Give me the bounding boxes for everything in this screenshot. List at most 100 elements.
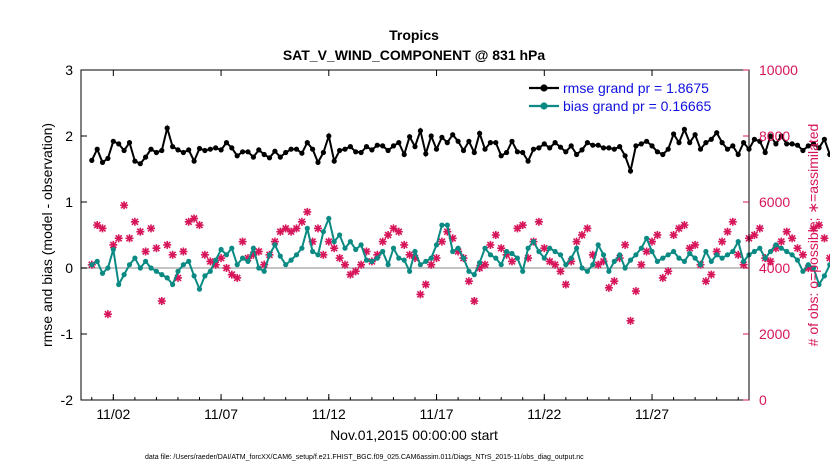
x-tick-label: 11/02 [96,406,130,422]
rmse-point [207,146,213,152]
rmse-line [90,124,830,175]
bias-point [353,246,359,253]
assimilated-point [254,247,263,256]
rmse-point [622,153,628,159]
assimilated-point [583,224,592,233]
bias-point [326,215,332,222]
bias-point [622,265,628,271]
bias-point [487,252,493,258]
assimilated-point [464,277,473,286]
rmse-point [347,144,353,150]
bias-point [767,248,774,255]
bias-point [466,268,472,274]
bias-point [644,235,650,241]
bias-point [762,255,768,261]
rmse-point [272,148,278,154]
bias-point [811,265,817,271]
assimilated-point [793,244,802,253]
rmse-point [671,131,677,137]
bias-point [665,252,671,258]
rmse-point [660,151,666,158]
assimilated-point [637,260,646,269]
rmse-point [277,154,283,160]
rmse-point [800,147,806,154]
bias-point [94,258,100,264]
bias-point [584,268,591,274]
rmse-point [428,133,434,139]
bias-point [660,255,666,261]
assimilated-point [809,224,818,233]
rmse-point [121,147,127,154]
rmse-point [767,133,774,139]
bias-point [816,281,822,288]
rmse-point [611,146,617,152]
bias-point [385,262,391,268]
rmse-point [504,149,510,156]
assimilated-point [718,237,727,246]
rmse-point [315,159,321,165]
rmse-point [310,146,316,152]
assimilated-point [378,237,387,246]
rmse-point [213,145,219,151]
bias-point [730,248,736,255]
rmse-point [568,143,574,149]
bias-point [638,245,644,251]
rmse-point [741,140,747,146]
assimilated-point [233,273,242,282]
rmse-point [110,138,116,144]
rmse-point [681,126,688,132]
bias-point [574,245,580,251]
rmse-point [417,128,423,134]
rmse-point [757,138,763,144]
rmse-point [433,146,440,152]
bias-point [320,229,326,235]
rmse-point [606,145,612,151]
rmse-point [256,147,262,153]
rmse-point [541,141,547,147]
bias-point [611,258,617,264]
rmse-point [692,132,698,138]
rmse-point [477,130,483,136]
rmse-point [148,146,154,152]
rmse-point [99,159,106,165]
right-tick-label: 4000 [759,260,790,276]
rmse-point [654,149,661,155]
right-y-axis-label: # of obs: o=possible; ∗=assimilated [805,124,821,347]
rmse-point [175,147,181,153]
assimilated-point [195,221,204,230]
bias-point [751,248,758,255]
assimilated-point [168,250,177,259]
rmse-point [466,138,472,144]
assimilated-point [551,260,560,269]
rmse-point [439,134,445,140]
bias-point [390,245,397,251]
assimilated-point [400,240,409,249]
bias-point [218,246,224,253]
plot-frame [80,69,750,401]
assimilated-point [604,283,613,292]
bias-point [606,268,612,274]
rmse-point [794,142,801,148]
assimilated-point [238,237,247,246]
bias-point [116,281,122,288]
rmse-point [186,147,192,153]
assimilated-point [497,244,506,253]
assimilated-point [561,280,570,289]
assimilated-point [120,201,129,210]
assimilated-point [98,224,107,233]
rmse-point [261,151,267,158]
bias-point [401,257,407,263]
bias-point [223,252,230,258]
rmse-point [719,140,725,146]
bias-point [617,252,623,258]
rmse-point [811,141,817,147]
legend-rmse-label: rmse grand pr = 1.8675 [563,80,709,96]
bias-point [654,258,661,264]
bias-point [536,248,542,255]
rmse-point [299,150,305,156]
legend-box [524,76,744,118]
rmse-point [773,141,779,147]
assimilated-point [815,221,823,230]
bias-point [697,262,704,268]
bias-point [482,245,488,251]
